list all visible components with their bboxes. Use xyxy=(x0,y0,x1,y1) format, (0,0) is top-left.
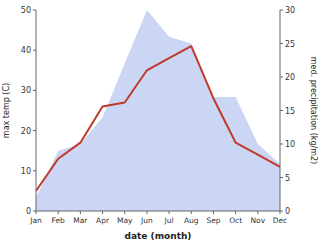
y-tick-label: 20 xyxy=(21,127,31,136)
x-tick xyxy=(191,211,192,214)
y2-tick xyxy=(280,77,283,78)
y2-tick-label: 5 xyxy=(285,174,290,183)
y2-axis-label: med. precipitation (kg/m2) xyxy=(309,57,318,164)
precipitation-area xyxy=(36,10,280,211)
x-tick-label: Aug xyxy=(184,216,199,225)
chart: JanFebMarAprMayJunJulAugSepOctNovDec0102… xyxy=(0,0,318,247)
y-tick xyxy=(33,170,36,171)
y2-tick xyxy=(280,211,283,212)
y-axis-label: max temp (C) xyxy=(2,83,11,138)
y2-tick xyxy=(280,43,283,44)
x-tick xyxy=(124,211,125,214)
x-tick-label: Feb xyxy=(52,216,66,225)
y-tick-label: 0 xyxy=(26,207,31,216)
y2-tick xyxy=(280,144,283,145)
y-tick-label: 30 xyxy=(21,86,31,95)
y2-tick-label: 10 xyxy=(285,140,295,149)
x-tick-label: Jan xyxy=(29,216,42,225)
temperature-line xyxy=(36,46,280,191)
x-tick xyxy=(58,211,59,214)
y2-tick xyxy=(280,177,283,178)
y2-tick-label: 0 xyxy=(285,207,290,216)
x-axis xyxy=(36,211,280,212)
x-tick xyxy=(213,211,214,214)
x-tick xyxy=(257,211,258,214)
y-tick xyxy=(33,211,36,212)
x-tick-label: Jun xyxy=(140,216,153,225)
y2-tick-label: 30 xyxy=(285,6,295,15)
plot-area xyxy=(36,10,280,211)
x-tick-label: Mar xyxy=(73,216,88,225)
x-tick-label: Dec xyxy=(273,216,288,225)
x-tick-label: Apr xyxy=(96,216,110,225)
y2-tick-label: 15 xyxy=(285,107,295,116)
x-tick xyxy=(80,211,81,214)
x-tick-label: Oct xyxy=(229,216,242,225)
y-tick xyxy=(33,90,36,91)
x-tick xyxy=(146,211,147,214)
x-tick-label: Sep xyxy=(206,216,220,225)
x-tick xyxy=(169,211,170,214)
x-tick-label: Jul xyxy=(164,216,174,225)
y-tick-label: 10 xyxy=(21,167,31,176)
x-tick-label: Nov xyxy=(250,216,265,225)
y-tick xyxy=(33,130,36,131)
x-tick xyxy=(235,211,236,214)
y-tick-label: 40 xyxy=(21,46,31,55)
y-tick xyxy=(33,10,36,11)
y-axis xyxy=(36,10,37,211)
y2-tick xyxy=(280,110,283,111)
y-tick xyxy=(33,50,36,51)
y-tick-label: 50 xyxy=(21,6,31,15)
x-tick xyxy=(102,211,103,214)
y2-tick-label: 25 xyxy=(285,40,295,49)
y2-tick xyxy=(280,10,283,11)
x-axis-label: date (month) xyxy=(125,231,192,241)
y2-tick-label: 20 xyxy=(285,73,295,82)
x-tick-label: May xyxy=(117,216,133,225)
